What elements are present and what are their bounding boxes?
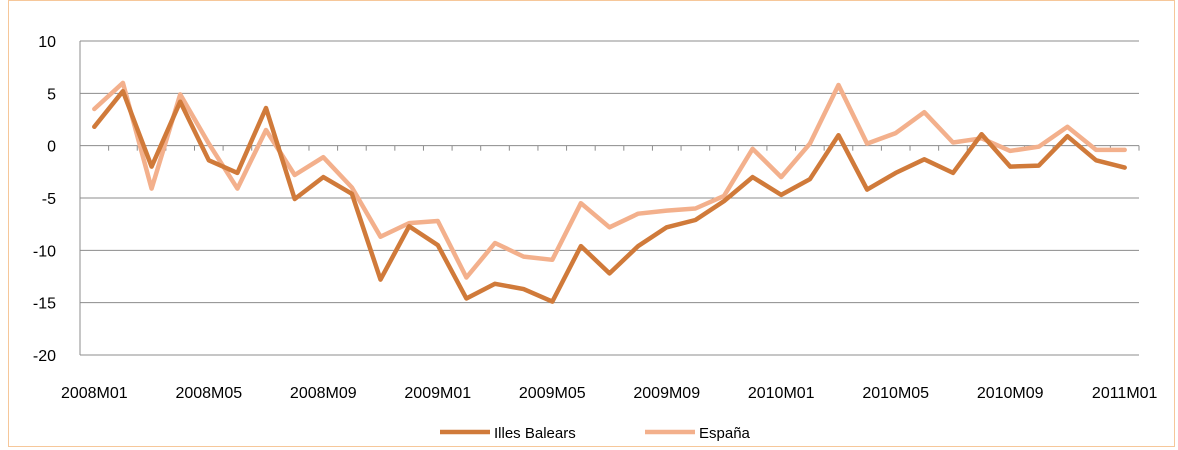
x-tick-label: 2009M01 bbox=[404, 385, 471, 402]
legend-label: Illes Balears bbox=[494, 425, 576, 442]
y-tick-label: -5 bbox=[42, 191, 56, 208]
legend: Illes Balears España bbox=[440, 425, 751, 442]
y-tick-label: -10 bbox=[33, 243, 56, 260]
axes: 10 5 0 -5 -10 -15 -20 2008M01 2008M05 2008M09 2009… bbox=[33, 34, 1158, 402]
x-tick-label: 2008M01 bbox=[61, 385, 128, 402]
y-tick-label: 0 bbox=[47, 139, 56, 156]
x-tick-label: 2009M09 bbox=[633, 385, 700, 402]
series-line-illes-balears bbox=[92, 88, 1127, 304]
x-tick-label: 2008M05 bbox=[175, 385, 242, 402]
x-tick-label: 2010M09 bbox=[977, 385, 1044, 402]
x-tick-label: 2011M01 bbox=[1092, 385, 1158, 402]
x-tick-label: 2010M01 bbox=[748, 385, 815, 402]
series-lines bbox=[92, 80, 1127, 304]
gridlines bbox=[80, 40, 1139, 356]
y-tick-label: 5 bbox=[47, 86, 56, 103]
x-tick-label: 2010M05 bbox=[862, 385, 929, 402]
legend-label: España bbox=[699, 425, 751, 442]
y-tick-label: -20 bbox=[33, 348, 56, 365]
series-line-españa bbox=[92, 80, 1127, 280]
x-tick-label: 2008M09 bbox=[290, 385, 357, 402]
y-tick-label: -15 bbox=[33, 296, 56, 313]
chart-frame bbox=[8, 0, 1175, 447]
y-tick-label: 10 bbox=[38, 34, 56, 51]
x-tick-label: 2009M05 bbox=[519, 385, 586, 402]
